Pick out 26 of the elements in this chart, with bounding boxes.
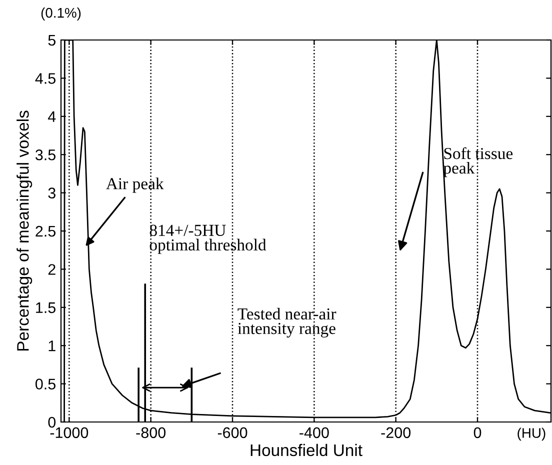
x-tick-label: -600	[218, 427, 248, 438]
y-tick-label: 1.5	[36, 302, 56, 314]
x-tick-label: -400	[300, 427, 329, 438]
text: (0.1%)	[41, 8, 81, 20]
y-tick-label: 5	[48, 35, 56, 46]
line-series	[64, 40, 551, 422]
y-tick-label: 0	[48, 416, 56, 428]
ref-line-label: 814+/-5HU optimal threshold	[150, 224, 266, 254]
y-tick-label: 0.5	[36, 378, 56, 390]
x-tick-label: -800	[136, 427, 166, 438]
x-tick-label: -1000	[50, 427, 88, 438]
y-tick-label: 2.5	[36, 226, 56, 237]
annotation: Air peak	[106, 178, 164, 193]
y-axis-title: Percentage of meaningful voxels	[16, 110, 32, 351]
y-tick-label: 2	[48, 264, 56, 275]
x-axis-title: Hounsfield Unit	[250, 444, 362, 456]
text: (HU)	[518, 428, 546, 441]
y-tick-label: 3	[48, 188, 56, 198]
y-tick-label: 3.5	[35, 149, 56, 160]
annotation: Tested near-air intensity range	[238, 308, 336, 338]
x-tick-label: 0	[474, 427, 482, 438]
y-tick-label: 4.5	[35, 73, 56, 84]
y-tick-label: 1	[48, 340, 56, 352]
annotation: Soft tissue peak	[443, 147, 513, 178]
x-tick-label: -200	[381, 427, 411, 438]
y-tick-label: 4	[48, 111, 56, 122]
